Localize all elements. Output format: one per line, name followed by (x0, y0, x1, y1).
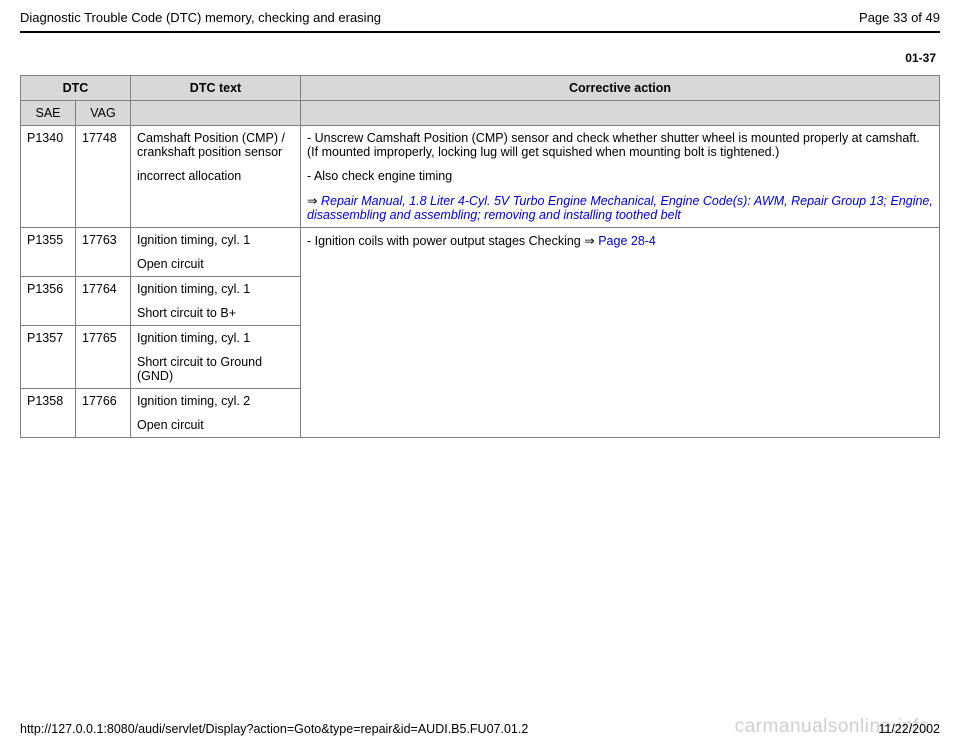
th-vag: VAG (76, 101, 131, 126)
arrow-icon: ⇒ (584, 234, 594, 248)
cell-corrective: - Unscrew Camshaft Position (CMP) sensor… (301, 126, 940, 228)
corrective-line: - Also check engine timing (307, 169, 933, 183)
cell-dtc-text: Ignition timing, cyl. 1 Short circuit to… (131, 277, 301, 326)
cell-vag: 17766 (76, 389, 131, 438)
cell-sae: P1357 (21, 326, 76, 389)
th-dtc: DTC (21, 76, 131, 101)
th-corrective: Corrective action (301, 76, 940, 101)
corrective-line: - Unscrew Camshaft Position (CMP) sensor… (307, 131, 933, 159)
cell-sae: P1358 (21, 389, 76, 438)
table-row: P1340 17748 Camshaft Position (CMP) / cr… (21, 126, 940, 228)
corrective-line: - Ignition coils with power output stage… (307, 234, 584, 248)
footer-date: 11/22/2002 (878, 722, 940, 736)
dtc-text-line: Short circuit to B+ (137, 306, 294, 320)
dtc-text-line: Open circuit (137, 257, 294, 271)
dtc-text-line: Short circuit to Ground (GND) (137, 355, 294, 383)
th-blank2 (301, 101, 940, 126)
th-sae: SAE (21, 101, 76, 126)
cell-sae: P1355 (21, 228, 76, 277)
page-title: Diagnostic Trouble Code (DTC) memory, ch… (20, 10, 381, 25)
dtc-text-line: Ignition timing, cyl. 2 (137, 394, 294, 408)
cell-dtc-text: Camshaft Position (CMP) / crankshaft pos… (131, 126, 301, 228)
table-row: P1355 17763 Ignition timing, cyl. 1 Open… (21, 228, 940, 277)
th-blank1 (131, 101, 301, 126)
page-number: Page 33 of 49 (859, 10, 940, 25)
th-dtc-text: DTC text (131, 76, 301, 101)
arrow-icon: ⇒ (307, 194, 317, 208)
cell-dtc-text: Ignition timing, cyl. 1 Short circuit to… (131, 326, 301, 389)
corrective-link-line: ⇒ Repair Manual, 1.8 Liter 4-Cyl. 5V Tur… (307, 193, 933, 222)
cell-vag: 17765 (76, 326, 131, 389)
cell-dtc-text: Ignition timing, cyl. 2 Open circuit (131, 389, 301, 438)
divider (20, 31, 940, 33)
dtc-text-line: Ignition timing, cyl. 1 (137, 282, 294, 296)
cell-vag: 17764 (76, 277, 131, 326)
manual-link[interactable]: Repair Manual, 1.8 Liter 4-Cyl. 5V Turbo… (307, 194, 933, 222)
dtc-text-line: Open circuit (137, 418, 294, 432)
cell-vag: 17748 (76, 126, 131, 228)
dtc-text-line: Ignition timing, cyl. 1 (137, 233, 294, 247)
cell-sae: P1340 (21, 126, 76, 228)
page-link[interactable]: Page 28-4 (598, 234, 656, 248)
dtc-text-line: incorrect allocation (137, 169, 294, 183)
cell-dtc-text: Ignition timing, cyl. 1 Open circuit (131, 228, 301, 277)
dtc-text-line: Camshaft Position (CMP) / crankshaft pos… (137, 131, 294, 159)
cell-vag: 17763 (76, 228, 131, 277)
cell-corrective: - Ignition coils with power output stage… (301, 228, 940, 438)
section-code: 01-37 (20, 51, 936, 65)
dtc-text-line: Ignition timing, cyl. 1 (137, 331, 294, 345)
dtc-table: DTC DTC text Corrective action SAE VAG P… (20, 75, 940, 438)
footer-url: http://127.0.0.1:8080/audi/servlet/Displ… (20, 722, 528, 736)
cell-sae: P1356 (21, 277, 76, 326)
